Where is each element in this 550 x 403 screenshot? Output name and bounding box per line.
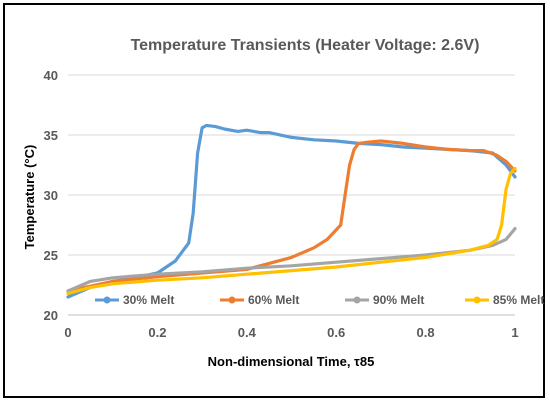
x-tick-label: 0.6 (327, 325, 345, 340)
legend-label: 85% Melt (493, 293, 544, 307)
x-tick-label: 0.8 (417, 325, 435, 340)
legend-label: 90% Melt (373, 293, 424, 307)
legend-marker (103, 296, 111, 304)
y-tick-label: 40 (44, 68, 58, 83)
series-layer (66, 123, 517, 299)
legend-marker (228, 296, 236, 304)
series-line-60-melt (66, 139, 517, 293)
x-tick-label: 0 (64, 325, 71, 340)
y-tick-label: 25 (44, 248, 58, 263)
legend-marker (353, 296, 361, 304)
chart-title: Temperature Transients (Heater Voltage: … (131, 37, 480, 54)
legend-label: 60% Melt (248, 293, 299, 307)
y-tick-label: 35 (44, 128, 58, 143)
legend: 30% Melt 60% Melt 90% Melt 85% Melt (95, 293, 544, 307)
legend-label: 30% Melt (123, 293, 174, 307)
x-tick-label: 0.2 (148, 325, 166, 340)
y-tick-label: 20 (44, 308, 58, 323)
x-axis-title: Non-dimensional Time, τ85 (208, 354, 375, 369)
x-tick-label: 1 (511, 325, 518, 340)
y-tick-label: 30 (44, 188, 58, 203)
series-line-85-melt (66, 167, 517, 295)
y-axis-title: Temperature (°C) (22, 145, 37, 250)
legend-marker (473, 296, 481, 304)
tick-labels: 20 25 30 35 40 0 0.2 0.4 0.6 0.8 1 (44, 68, 519, 340)
x-tick-label: 0.4 (238, 325, 257, 340)
chart-frame (3, 3, 545, 398)
